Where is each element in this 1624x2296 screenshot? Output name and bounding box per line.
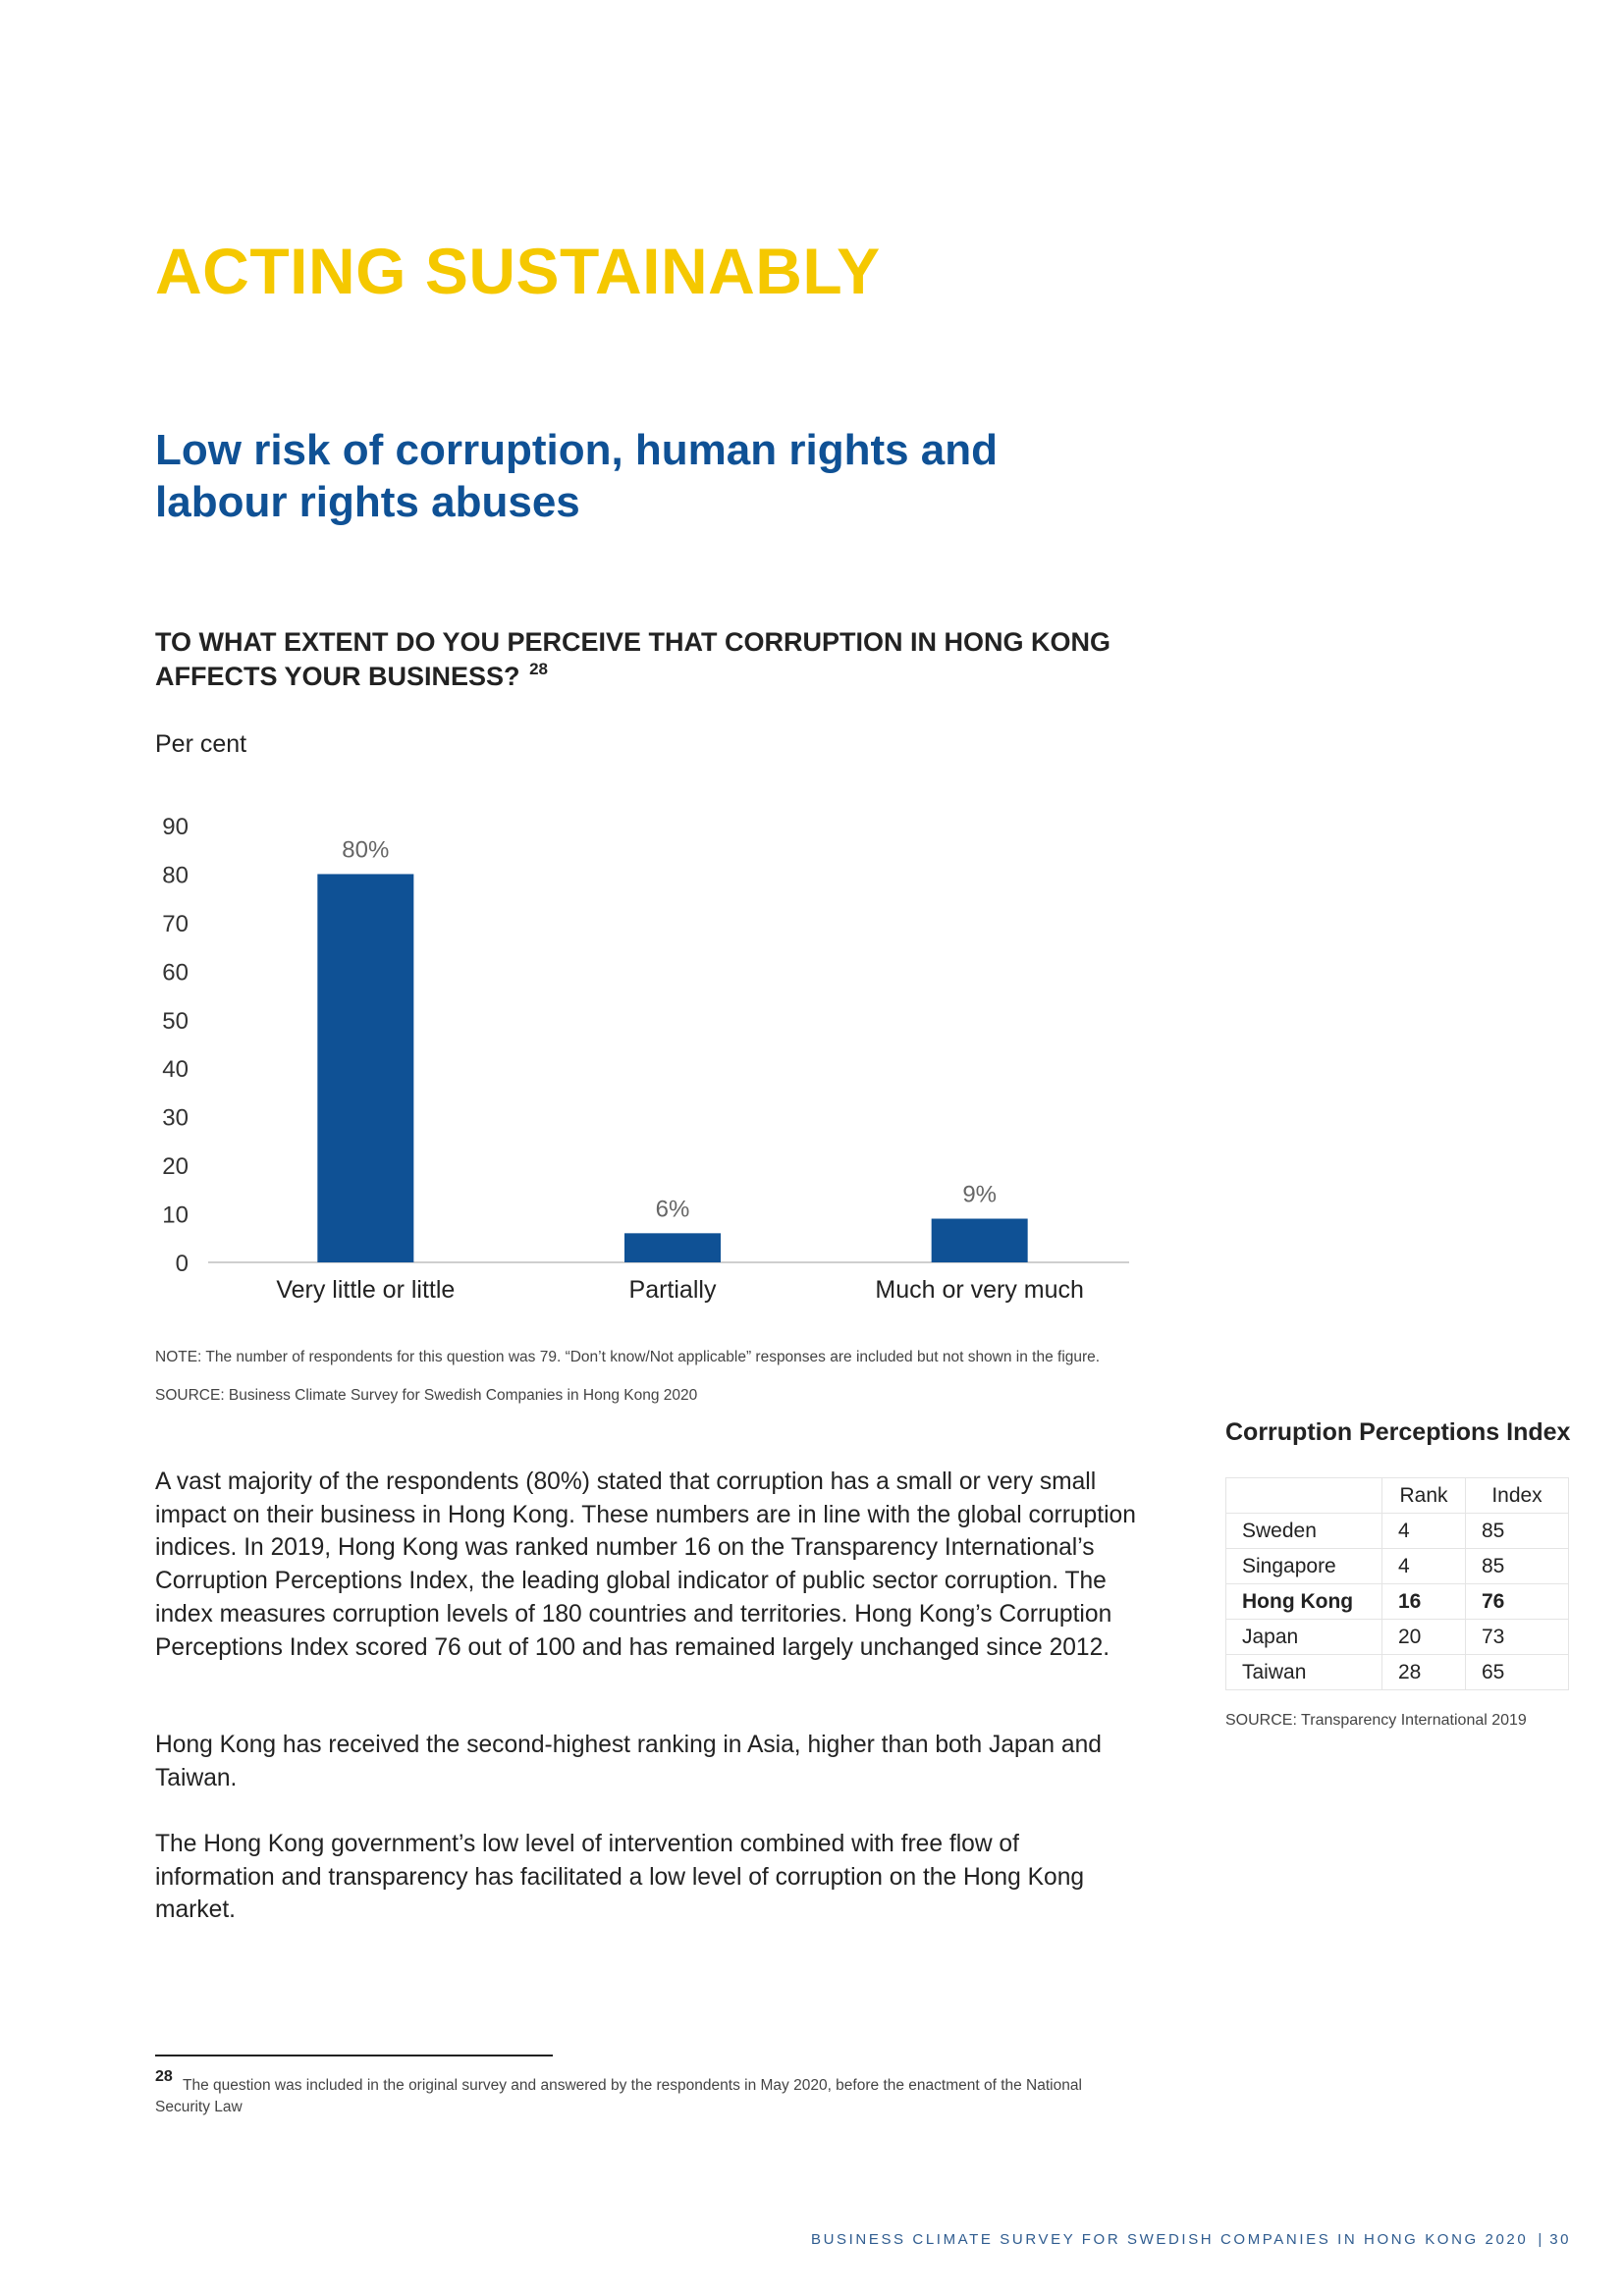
bar — [931, 1218, 1028, 1262]
chart-question-text: TO WHAT EXTENT DO YOU PERCEIVE THAT CORR… — [155, 627, 1111, 691]
cpi-country: Sweden — [1225, 1513, 1382, 1549]
y-tick-label: 30 — [162, 1105, 189, 1132]
bar-data-label: 9% — [962, 1182, 997, 1208]
y-tick-label: 60 — [162, 959, 189, 986]
cpi-row-hong-kong: Hong Kong 16 76 — [1225, 1583, 1569, 1620]
footnote-divider — [155, 2055, 553, 2056]
footnote-text: The question was included in the origina… — [155, 2077, 1082, 2115]
cpi-header-country — [1225, 1477, 1382, 1514]
y-tick-label: 20 — [162, 1153, 189, 1180]
footer-title: BUSINESS CLIMATE SURVEY FOR SWEDISH COMP… — [811, 2231, 1529, 2248]
cpi-index: 85 — [1465, 1513, 1569, 1549]
y-tick-label: 0 — [176, 1251, 189, 1277]
bar — [317, 874, 414, 1262]
footnote-reference: 28 — [529, 660, 548, 678]
x-category-label: Very little or little — [276, 1276, 455, 1304]
cpi-rank: 16 — [1381, 1583, 1466, 1620]
y-tick-label: 10 — [162, 1202, 189, 1229]
cpi-index: 65 — [1465, 1654, 1569, 1690]
cpi-country: Japan — [1225, 1619, 1382, 1655]
page-number: 30 — [1549, 2231, 1572, 2248]
chart-note: NOTE: The number of respondents for this… — [155, 1349, 1101, 1365]
y-tick-label: 50 — [162, 1008, 189, 1035]
cpi-country: Singapore — [1225, 1548, 1382, 1584]
cpi-row-japan: Japan 20 73 — [1225, 1619, 1569, 1655]
cpi-rank: 28 — [1381, 1654, 1466, 1690]
cpi-index: 73 — [1465, 1619, 1569, 1655]
y-tick-label: 70 — [162, 911, 189, 937]
cpi-header-rank: Rank — [1381, 1477, 1466, 1514]
cpi-row-sweden: Sweden 4 85 — [1225, 1513, 1569, 1549]
cpi-rank: 4 — [1381, 1548, 1466, 1584]
x-category-label: Much or very much — [875, 1276, 1084, 1304]
y-tick-label: 40 — [162, 1056, 189, 1083]
cpi-table-header-row: Rank Index — [1225, 1477, 1569, 1514]
cpi-table-title: Corruption Perceptions Index — [1225, 1418, 1571, 1446]
cpi-country: Hong Kong — [1225, 1583, 1382, 1620]
page-title: ACTING SUSTAINABLY — [155, 235, 881, 307]
cpi-index: 85 — [1465, 1548, 1569, 1584]
cpi-rank: 4 — [1381, 1513, 1466, 1549]
y-tick-label: 90 — [162, 814, 189, 840]
cpi-country: Taiwan — [1225, 1654, 1382, 1690]
body-paragraph-1: A vast majority of the respondents (80%)… — [155, 1468, 1136, 1661]
page-footer: BUSINESS CLIMATE SURVEY FOR SWEDISH COMP… — [811, 2231, 1571, 2248]
bar-chart: 0 10 20 30 40 50 60 70 80 90 80% Very little or lit… — [162, 814, 1129, 1304]
x-category-label: Partially — [629, 1276, 717, 1304]
cpi-table-source: SOURCE: Transparency International 2019 — [1225, 1712, 1527, 1729]
footer-separator: | — [1538, 2231, 1543, 2248]
body-paragraph-3: The Hong Kong government’s low level of … — [155, 1831, 1085, 1924]
y-tick-label: 80 — [162, 862, 189, 888]
chart-unit-label: Per cent — [155, 730, 247, 758]
footnote-number: 28 — [155, 2068, 173, 2085]
cpi-table: Rank Index Sweden 4 85 Singapore 4 85 Ho… — [1225, 1477, 1569, 1690]
chart-question: TO WHAT EXTENT DO YOU PERCEIVE THAT CORR… — [155, 625, 1147, 694]
cpi-header-index: Index — [1465, 1477, 1569, 1514]
cpi-index: 76 — [1465, 1583, 1569, 1620]
bar-data-label: 6% — [656, 1196, 690, 1222]
section-heading: Low risk of corruption, human rights and… — [155, 426, 999, 526]
body-paragraph-2: Hong Kong has received the second-highes… — [155, 1732, 1102, 1791]
bar-data-label: 80% — [342, 836, 389, 863]
cpi-rank: 20 — [1381, 1619, 1466, 1655]
chart-source: SOURCE: Business Climate Survey for Swed… — [155, 1387, 698, 1404]
cpi-row-taiwan: Taiwan 28 65 — [1225, 1654, 1569, 1690]
bar — [624, 1233, 721, 1262]
cpi-row-singapore: Singapore 4 85 — [1225, 1548, 1569, 1584]
